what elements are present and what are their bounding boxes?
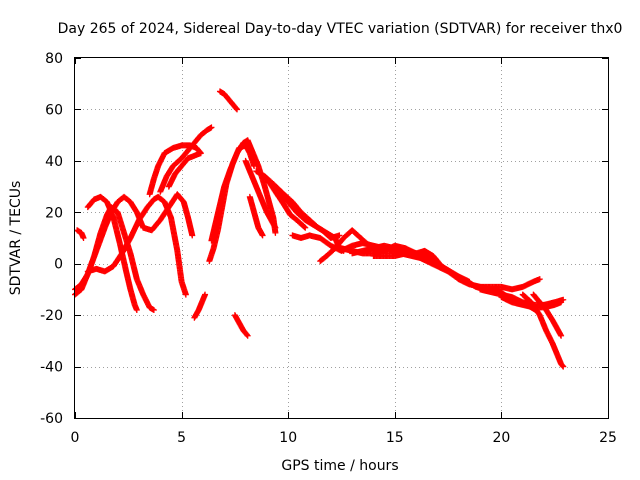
data-point [558,332,565,339]
chart-title: Day 265 of 2024, Sidereal Day-to-day VTE… [58,21,623,37]
data-point [233,105,240,112]
x-axis-label: GPS time / hours [281,458,398,474]
data-point [336,232,343,239]
data-point [150,307,157,313]
data-point [301,223,308,230]
x-tick-label: 10 [279,430,297,446]
series-arc12 [216,88,241,113]
plot-frame [74,57,609,419]
data-point [234,106,241,113]
y-tick-label: 20 [45,205,63,221]
series-arc29 [519,291,567,370]
series-arc7 [157,124,215,195]
series-arc15 [246,193,266,239]
data-point [133,307,140,313]
data-point [80,235,87,241]
series-arc9 [191,291,209,321]
x-tick-label: 15 [386,430,404,446]
data-point [244,332,251,339]
series-arc17 [263,175,309,231]
axis-ticks [75,58,609,419]
series-arc28 [530,291,565,339]
y-tick-labels: -60 -40 -20 0 20 40 60 80 [40,51,63,427]
series-arc8 [165,150,204,190]
series-arc24 [455,276,543,293]
y-tick-label: -20 [40,308,63,324]
y-axis-label: SDTVAR / TECUs [8,181,24,296]
data-points [72,88,567,370]
data-point [302,224,309,231]
x-tick-label: 20 [492,430,510,446]
data-point [197,150,204,157]
y-tick-label: 0 [54,257,63,273]
data-point [536,276,543,283]
data-point [259,232,266,239]
data-point [559,362,566,369]
data-point [560,363,567,370]
data-point [208,124,215,131]
x-tick-label: 0 [71,430,80,446]
y-tick-label: -60 [40,411,63,427]
series-arc14 [242,157,279,231]
y-tick-label: 80 [45,51,63,67]
series-arc11 [208,137,279,244]
series-arc5 [84,193,189,298]
data-point [272,224,279,231]
data-point [182,291,189,298]
data-point [558,299,565,306]
y-tick-label: 40 [45,154,63,170]
y-tick-label: 60 [45,102,63,118]
data-point [243,331,250,338]
x-tick-labels: 0 5 10 15 20 25 [71,430,617,446]
series-arc18 [276,191,343,241]
series-arc3 [84,193,140,313]
data-point [189,232,196,239]
data-point [202,291,209,298]
y-tick-label: -40 [40,360,63,376]
series-arc4 [74,227,87,241]
x-tick-label: 25 [599,430,617,446]
x-tick-label: 5 [177,430,186,446]
series-arc13 [231,312,251,339]
data-point [272,229,279,236]
